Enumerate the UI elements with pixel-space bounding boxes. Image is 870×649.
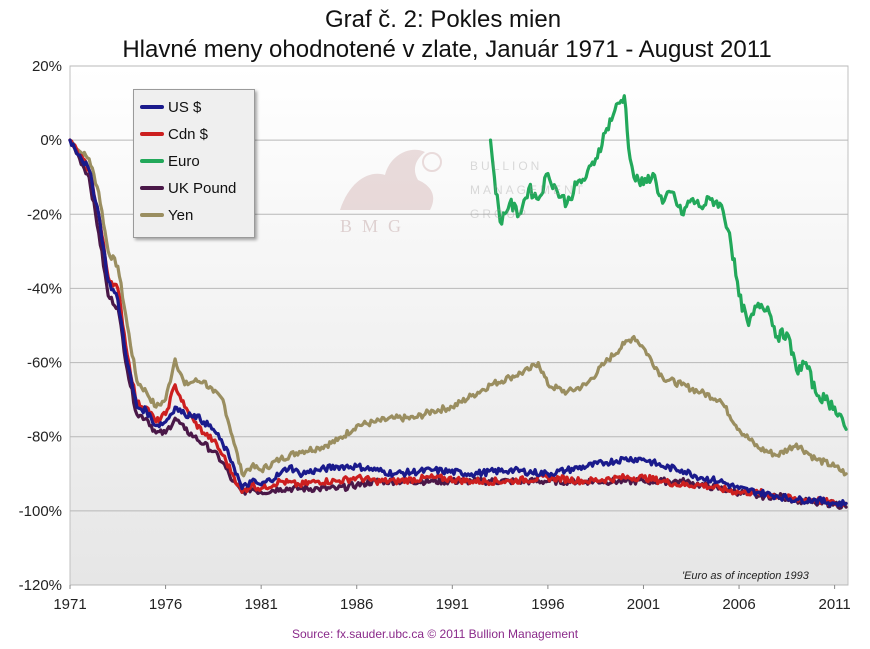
chart-subtitle: Hlavné meny ohodnotené v zlate, Január 1… xyxy=(122,36,772,63)
x-tick-label: 2011 xyxy=(818,596,850,613)
legend-item-gbp: UK Pound xyxy=(140,177,236,199)
x-tick-label: 1996 xyxy=(531,596,564,613)
x-tick-label: 1976 xyxy=(149,596,182,613)
legend-swatch xyxy=(140,213,164,217)
chart-legend: US $ Cdn $ Euro UK Pound Yen xyxy=(133,89,255,238)
x-tick-label: 2001 xyxy=(627,596,660,613)
y-tick-label: -120% xyxy=(19,577,62,594)
y-axis-ticks: 20% 0% -20% -40% -60% -80% -100% -120% xyxy=(19,58,62,594)
legend-item-usd: US $ xyxy=(140,96,201,118)
x-axis-ticks: 1971 1976 1981 1986 1991 1996 2001 2006 2011 xyxy=(53,585,851,613)
y-tick-label: -20% xyxy=(27,206,62,223)
x-tick-label: 1971 xyxy=(53,596,86,613)
legend-swatch xyxy=(140,105,164,109)
legend-item-yen: Yen xyxy=(140,204,193,226)
legend-item-cad: Cdn $ xyxy=(140,123,208,145)
legend-label: Euro xyxy=(168,152,200,170)
chart-title: Graf č. 2: Pokles mien xyxy=(324,6,562,33)
y-tick-label: 20% xyxy=(32,58,62,75)
x-tick-label: 1981 xyxy=(244,596,277,613)
legend-swatch xyxy=(140,132,164,136)
legend-label: Yen xyxy=(168,206,194,224)
legend-swatch xyxy=(140,186,164,190)
series-line-euro xyxy=(488,94,848,431)
series-lines xyxy=(68,94,848,510)
legend-swatch xyxy=(140,159,164,163)
legend-item-euro: Euro xyxy=(140,150,200,172)
series-line-yen xyxy=(68,138,848,478)
series-line-cdn xyxy=(68,138,848,508)
y-tick-label: -100% xyxy=(19,503,62,520)
x-tick-label: 1991 xyxy=(436,596,469,613)
x-tick-label: 2006 xyxy=(722,596,755,613)
x-tick-label: 1986 xyxy=(340,596,373,613)
footnote: 'Euro as of inception 1993 xyxy=(682,570,809,582)
y-tick-label: -40% xyxy=(27,280,62,297)
series-line-us xyxy=(68,138,848,508)
legend-label: Cdn $ xyxy=(168,125,209,143)
legend-label: UK Pound xyxy=(168,179,237,197)
legend-label: US $ xyxy=(168,98,202,116)
source-note: Source: fx.sauder.ubc.ca © 2011 Bullion … xyxy=(291,627,579,641)
y-tick-label: 0% xyxy=(40,132,62,149)
y-tick-label: -60% xyxy=(27,355,62,372)
y-tick-label: -80% xyxy=(27,429,62,446)
